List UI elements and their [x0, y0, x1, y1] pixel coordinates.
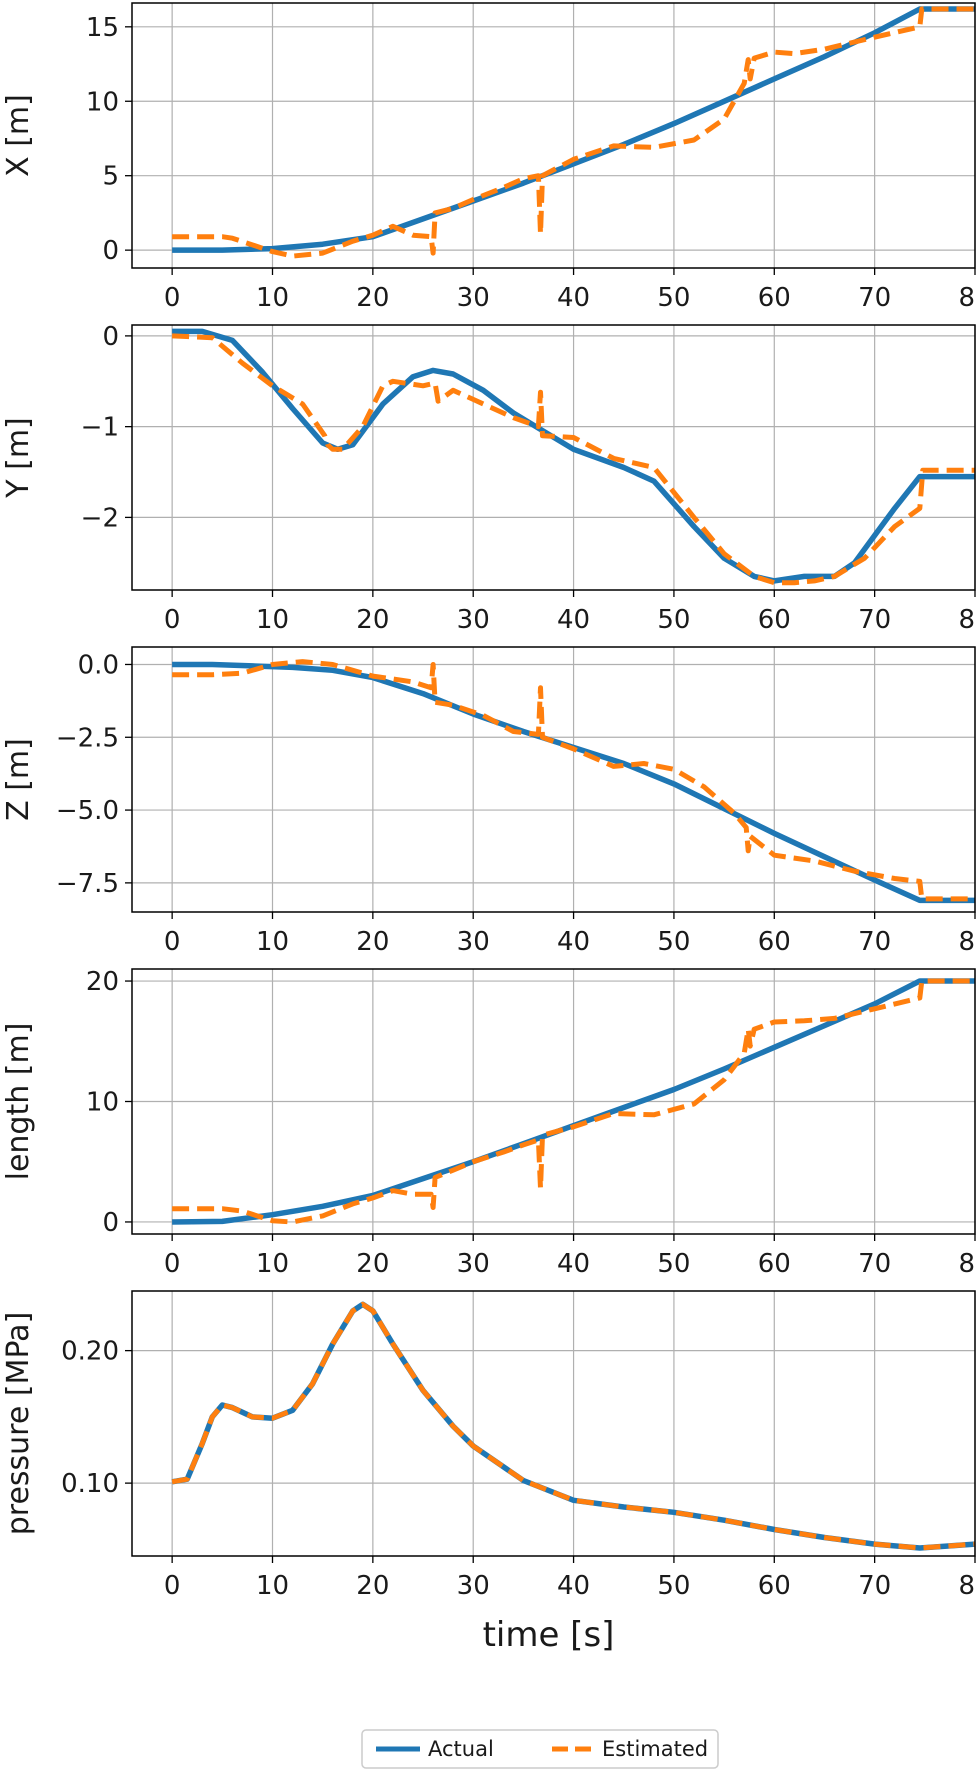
y-tick-label: 0: [102, 322, 119, 352]
x-tick-label: 60: [758, 283, 791, 313]
subplot-1: 0 10 20 30 40 50 60 70 80 0 −1 −2 Y [m]: [1, 322, 976, 635]
x-tick-label: 20: [356, 283, 389, 313]
x-tick-label: 20: [356, 1571, 389, 1601]
y-tick-label: 0.0: [78, 650, 119, 680]
subplots: 0 10 20 30 40 50 60 70 80 0 5 10 15 X [m] 0 10 20 30 40 50 6…: [1, 2, 976, 1655]
axes-frame: [131, 324, 976, 591]
y-tick-label: 0.20: [61, 1337, 119, 1367]
series-line-estimated: [172, 659, 975, 902]
x-tick-label: 80: [958, 1571, 976, 1601]
x-axis-label: time [s]: [483, 1615, 615, 1655]
x-tick-label: 40: [557, 1571, 590, 1601]
x-tick-label: 40: [557, 605, 590, 635]
series-line-estimated: [172, 6, 975, 259]
x-tick-label: 50: [657, 1249, 690, 1279]
x-tick-label: 30: [457, 927, 490, 957]
series-line-actual: [172, 6, 975, 253]
x-tick-label: 40: [557, 927, 590, 957]
x-tick-label: 20: [356, 1249, 389, 1279]
y-tick-label: 10: [86, 87, 119, 117]
y-tick-label: 10: [86, 1088, 119, 1118]
x-tick-label: 80: [958, 605, 976, 635]
x-tick-label: 70: [858, 1571, 891, 1601]
x-tick-label: 0: [164, 1571, 181, 1601]
y-axis-label: pressure [MPa]: [1, 1312, 36, 1536]
axes-frame: [131, 1290, 976, 1557]
subplot-2: 0 10 20 30 40 50 60 70 80 0.0 −2.5 −5.0 −7.5 Z [m]: [1, 646, 976, 957]
y-axis-label: X [m]: [1, 94, 36, 177]
x-tick-label: 40: [557, 283, 590, 313]
series-line-estimated: [171, 333, 975, 586]
legend-actual-label: Actual: [428, 1737, 494, 1761]
y-tick-label: −2.5: [56, 723, 119, 753]
subplot-4: 0 10 20 30 40 50 60 70 80 0.10 0.20 pressure [MPa] t…: [1, 1290, 976, 1655]
x-tick-label: 70: [858, 283, 891, 313]
x-tick-label: 10: [256, 283, 289, 313]
x-tick-label: 30: [457, 283, 490, 313]
x-tick-label: 30: [457, 1249, 490, 1279]
axes-frame: [131, 646, 976, 913]
x-tick-label: 0: [164, 1249, 181, 1279]
x-tick-label: 20: [356, 605, 389, 635]
x-tick-label: 10: [256, 1249, 289, 1279]
y-tick-label: 0: [102, 1208, 119, 1238]
y-tick-label: 0.10: [61, 1469, 119, 1499]
y-tick-label: 0: [102, 236, 119, 266]
subplot-0: 0 10 20 30 40 50 60 70 80 0 5 10 15 X [m]: [1, 2, 976, 313]
x-tick-label: 80: [958, 927, 976, 957]
x-tick-label: 50: [657, 927, 690, 957]
x-tick-label: 40: [557, 1249, 590, 1279]
series-line-estimated: [171, 1301, 976, 1551]
x-tick-label: 10: [256, 1571, 289, 1601]
x-tick-label: 80: [958, 283, 976, 313]
x-tick-label: 30: [457, 1571, 490, 1601]
x-tick-label: 60: [758, 1249, 791, 1279]
legend: Actual Estimated: [361, 1729, 719, 1769]
x-tick-label: 70: [858, 605, 891, 635]
legend-frame: [361, 1729, 719, 1769]
x-tick-label: 30: [457, 605, 490, 635]
y-axis-label: Y [m]: [1, 417, 36, 499]
y-tick-label: −2: [81, 503, 119, 533]
x-tick-label: 20: [356, 927, 389, 957]
y-tick-label: −7.5: [56, 869, 119, 899]
y-axis-label: length [m]: [1, 1023, 36, 1181]
x-tick-label: 60: [758, 927, 791, 957]
y-tick-label: 20: [86, 967, 119, 997]
x-tick-label: 0: [164, 605, 181, 635]
x-tick-label: 80: [958, 1249, 976, 1279]
x-tick-label: 0: [164, 927, 181, 957]
x-tick-label: 70: [858, 927, 891, 957]
y-tick-label: 5: [102, 162, 119, 192]
x-tick-label: 50: [657, 283, 690, 313]
y-axis-label: Z [m]: [1, 738, 36, 821]
x-tick-label: 60: [758, 1571, 791, 1601]
x-tick-label: 10: [256, 605, 289, 635]
axes-frame: [131, 2, 976, 269]
x-tick-label: 70: [858, 1249, 891, 1279]
x-tick-label: 0: [164, 283, 181, 313]
legend-estimated-label: Estimated: [602, 1737, 708, 1761]
subplot-3: 0 10 20 30 40 50 60 70 80 0 10 20 length [m]: [1, 967, 976, 1279]
x-tick-label: 10: [256, 927, 289, 957]
y-tick-label: −5.0: [56, 796, 119, 826]
y-tick-label: −1: [81, 413, 119, 443]
x-tick-label: 50: [657, 1571, 690, 1601]
y-tick-label: 15: [86, 13, 119, 43]
x-tick-label: 50: [657, 605, 690, 635]
x-tick-label: 60: [758, 605, 791, 635]
series-line-estimated: [172, 978, 975, 1225]
